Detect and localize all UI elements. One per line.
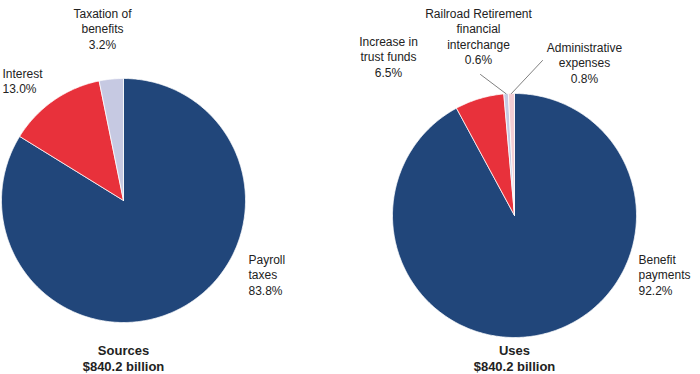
svg-text:$840.2 billion: $840.2 billion <box>83 359 165 374</box>
svg-text:Increase intrust funds6.5%: Increase intrust funds6.5% <box>359 35 418 80</box>
svg-text:Uses: Uses <box>499 343 530 358</box>
svg-text:$840.2 billion: $840.2 billion <box>474 359 556 374</box>
svg-text:Benefitpayments92.2%: Benefitpayments92.2% <box>639 253 691 298</box>
svg-text:Taxation ofbenefits3.2%: Taxation ofbenefits3.2% <box>73 7 132 52</box>
svg-text:Payrolltaxes83.8%: Payrolltaxes83.8% <box>249 253 286 298</box>
svg-text:Interest13.0%: Interest13.0% <box>3 67 44 97</box>
svg-text:Railroad Retirementfinancialin: Railroad Retirementfinancialinterchange0… <box>425 7 532 68</box>
svg-text:Sources: Sources <box>98 343 149 358</box>
svg-text:Administrativeexpenses0.8%: Administrativeexpenses0.8% <box>547 41 623 86</box>
